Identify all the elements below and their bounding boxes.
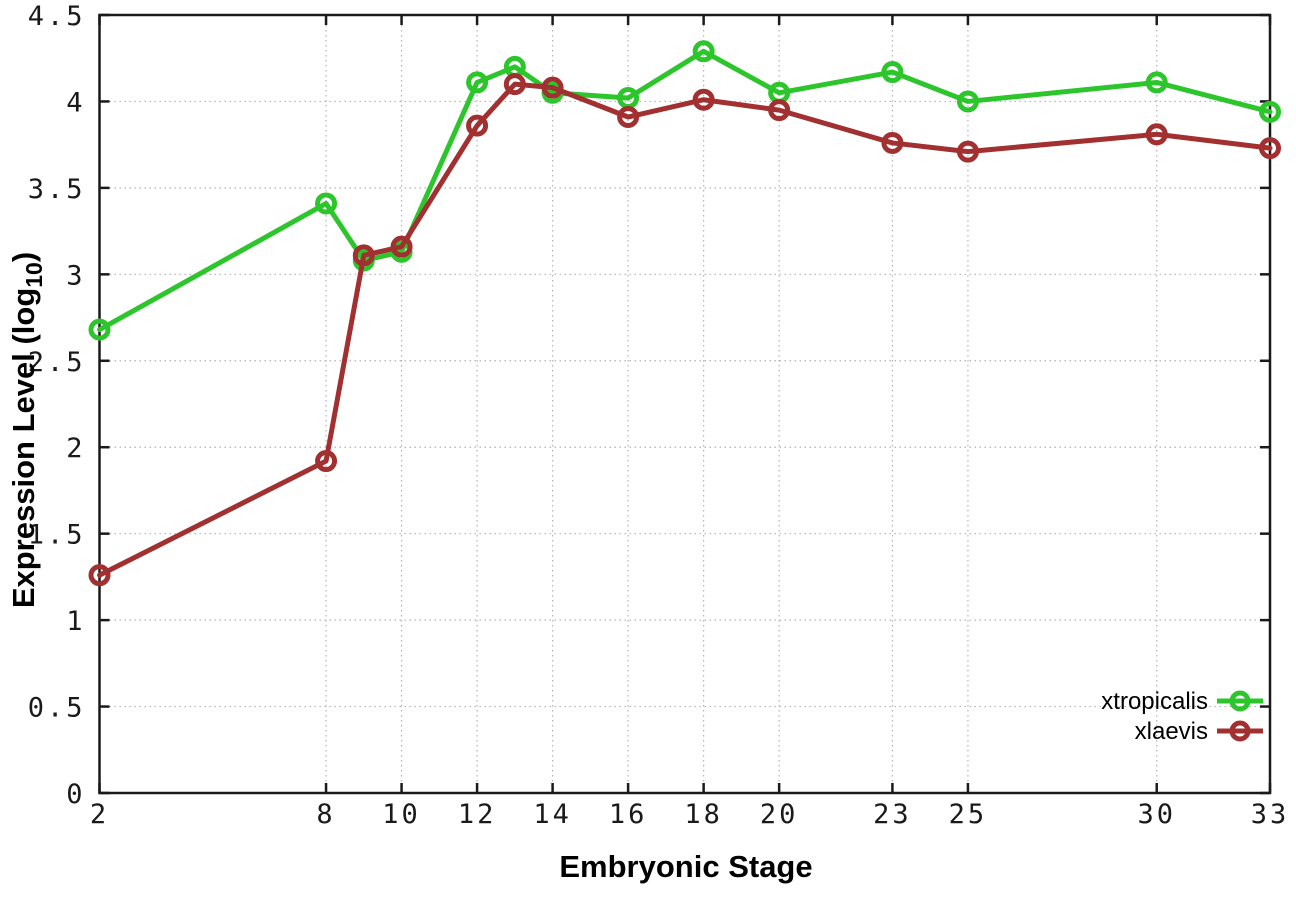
data-point-marker-xtropicalis (466, 71, 489, 94)
y-tick-label: 0 (66, 779, 85, 810)
series-line-xtropicalis (97, 48, 1273, 333)
x-tick-label: 23 (873, 799, 912, 830)
y-tick-label: 4 (66, 87, 85, 118)
data-point-marker-xlaevis (541, 76, 564, 99)
data-point-marker-xlaevis (1145, 123, 1168, 146)
data-point-marker-xlaevis (692, 88, 715, 111)
y-tick-label: 4.5 (28, 1, 86, 32)
data-point-marker-xtropicalis (881, 61, 904, 84)
data-series (88, 40, 1281, 587)
legend-sample-marker-xtropicalis (1229, 690, 1251, 712)
gridlines (98, 14, 1271, 794)
x-tick-label: 2 (90, 799, 109, 830)
y-tick-label: 3.5 (28, 174, 86, 205)
y-axis-label-main: Expression Level (log (6, 288, 41, 608)
x-tick-label: 33 (1251, 799, 1290, 830)
series-xtropicalis (88, 40, 1281, 341)
data-point-marker-xlaevis (466, 114, 489, 137)
x-tick-label: 12 (458, 799, 497, 830)
y-tick-label: 1.5 (28, 520, 86, 551)
x-tick-label: 8 (316, 799, 335, 830)
legend: xtropicalis xlaevis (1101, 688, 1263, 745)
y-tick-label: 3 (66, 260, 85, 291)
data-point-marker-xlaevis (88, 564, 111, 587)
data-point-marker-xlaevis (390, 235, 413, 258)
y-axis-label: Expression Level (log10) (6, 252, 47, 608)
legend-sample-marker-xlaevis (1229, 720, 1251, 742)
x-axis-label: Embryonic Stage (559, 849, 812, 884)
data-point-marker-xlaevis (315, 450, 338, 473)
y-tick-label: 0.5 (28, 693, 86, 724)
x-tick-label: 25 (949, 799, 988, 830)
x-tick-label: 30 (1137, 799, 1176, 830)
x-tick-labels: 2 8 10 12 14 16 18 20 23 25 30 33 (90, 799, 1290, 830)
data-point-marker-xtropicalis (88, 318, 111, 341)
axis-tick-marks (98, 13, 1272, 795)
data-point-marker-xlaevis (768, 99, 791, 122)
data-point-marker-xlaevis (1259, 137, 1281, 160)
series-line-xlaevis (97, 81, 1273, 578)
data-point-marker-xtropicalis (692, 40, 715, 63)
x-tick-label: 16 (609, 799, 648, 830)
data-point-marker-xlaevis (881, 131, 904, 154)
data-point-marker-xtropicalis (1259, 100, 1281, 123)
y-axis-label-subscript: 10 (21, 262, 47, 288)
data-point-marker-xlaevis (617, 106, 640, 129)
y-tick-label: 2.5 (28, 347, 86, 378)
series-xlaevis (88, 73, 1281, 587)
y-tick-label: 1 (66, 606, 85, 637)
x-tick-label: 14 (533, 799, 572, 830)
plot-border (98, 13, 1272, 795)
x-tick-label: 20 (760, 799, 799, 830)
legend-item-xlaevis: xlaevis (1135, 718, 1263, 745)
x-tick-label: 10 (382, 799, 421, 830)
legend-label-xlaevis: xlaevis (1135, 718, 1208, 745)
data-point-marker-xtropicalis (1145, 71, 1168, 94)
data-point-marker-xlaevis (956, 140, 979, 163)
legend-label-xtropicalis: xtropicalis (1101, 688, 1208, 715)
y-tick-label: 2 (66, 433, 85, 464)
data-point-marker-xtropicalis (956, 90, 979, 113)
data-point-marker-xlaevis (503, 73, 526, 96)
x-tick-label: 18 (684, 799, 723, 830)
data-point-marker-xlaevis (352, 244, 375, 267)
y-axis-label-close: ) (6, 252, 41, 262)
data-point-marker-xtropicalis (315, 192, 338, 215)
y-tick-labels: 0 0.5 1 1.5 2 2.5 3 3.5 4 4.5 (28, 1, 86, 810)
legend-item-xtropicalis: xtropicalis (1101, 688, 1263, 715)
